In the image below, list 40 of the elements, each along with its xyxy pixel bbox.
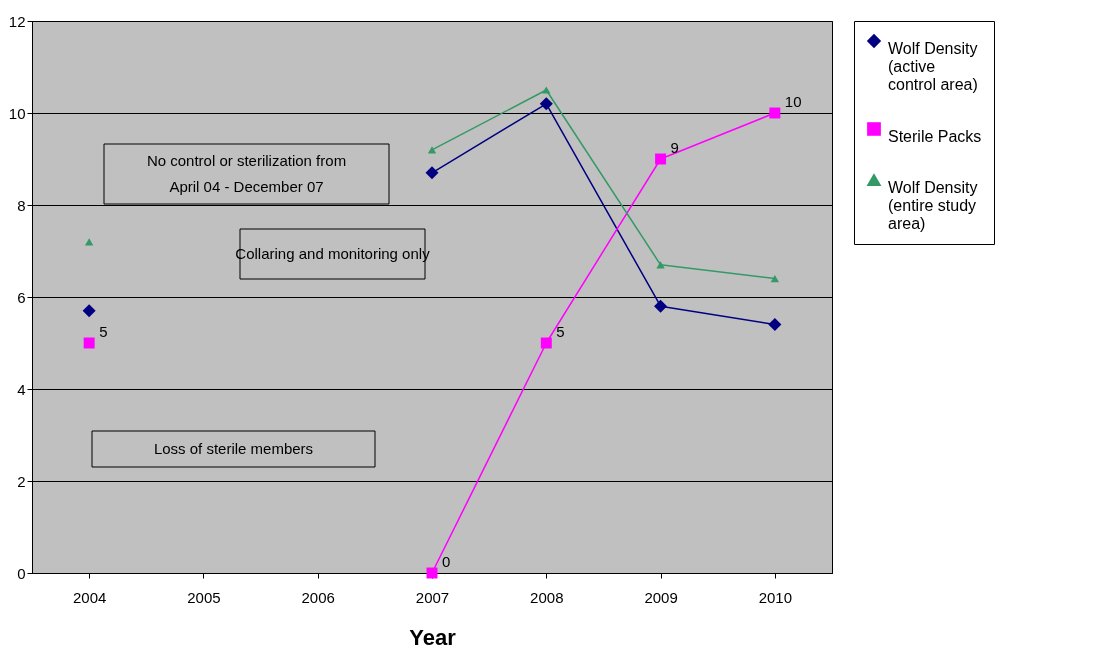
y-tick-label: 12 (8, 12, 26, 30)
x-tick-label: 2009 (644, 588, 678, 606)
point (425, 166, 439, 180)
x-tick-label: 2004 (72, 588, 107, 606)
point (542, 86, 551, 94)
x-tick-label: 2008 (530, 588, 564, 606)
legend-label: Wolf Density (entire study area) (888, 179, 978, 232)
x-axis-title: Year (409, 624, 457, 650)
y-tick-label: 6 (17, 288, 26, 306)
legend-label: Wolf Density (active control area) (888, 40, 978, 93)
point (770, 274, 780, 283)
point (769, 107, 781, 119)
data-label: 0 (442, 553, 451, 570)
data-label: 5 (556, 323, 565, 340)
y-tick-label: 2 (17, 472, 26, 490)
legend-label: Sterile Packs (888, 128, 982, 145)
y-tick-label: 10 (8, 104, 26, 122)
y-tick-label: 0 (17, 564, 26, 582)
point (84, 238, 94, 246)
x-tick-label: 2007 (415, 588, 450, 606)
annotation: Loss of sterile members (153, 440, 314, 457)
point (82, 304, 96, 318)
y-tick-label: 4 (17, 380, 26, 398)
x-tick-label: 2010 (758, 588, 793, 606)
x-tick-label: 2005 (187, 588, 221, 606)
point (83, 337, 95, 349)
point (655, 153, 667, 165)
data-label: 5 (99, 323, 108, 340)
data-label: 9 (670, 139, 679, 156)
x-tick-label: 2006 (301, 588, 335, 606)
y-tick-label: 8 (17, 196, 26, 214)
point (427, 146, 437, 154)
point (656, 261, 665, 269)
annotation: Collaring and monitoring only (235, 245, 431, 262)
point (539, 97, 553, 111)
point (540, 337, 552, 349)
annotation: No control or sterilization from April 04 - December 07 (146, 152, 347, 195)
point (654, 299, 668, 313)
point (768, 318, 782, 332)
data-label: 10 (784, 93, 802, 110)
